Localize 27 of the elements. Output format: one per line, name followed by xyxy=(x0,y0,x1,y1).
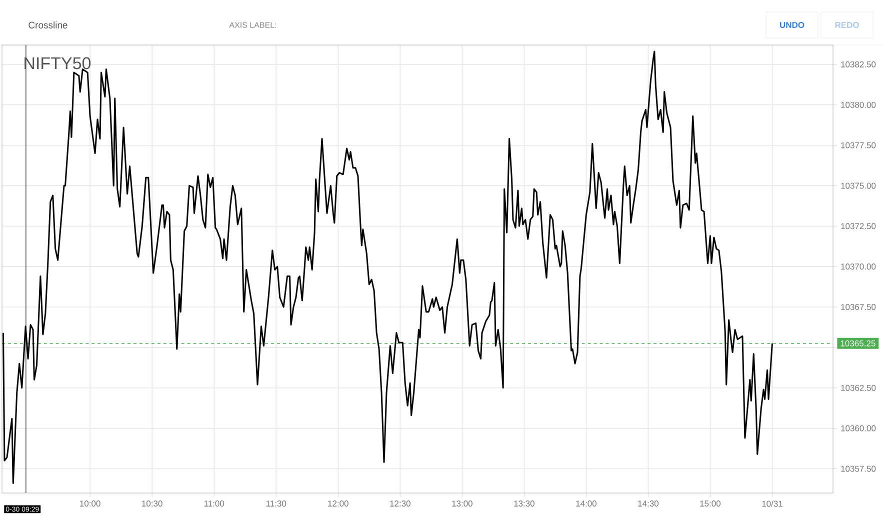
y-tick-label: 10375.00 xyxy=(841,182,876,189)
x-tick-label: 15:00 xyxy=(700,500,721,507)
text: REDO xyxy=(835,22,859,28)
y-tick-label: 10382.50 xyxy=(841,61,876,68)
x-tick-label: 14:00 xyxy=(576,500,596,507)
y-tick-label: 10357.50 xyxy=(841,466,876,472)
y-tick-label: 10380.00 xyxy=(841,102,876,108)
x-tick-label: 14:30 xyxy=(638,500,658,507)
x-tick-label: 11:30 xyxy=(266,500,286,507)
x-tick-label: 13:30 xyxy=(514,500,534,507)
x-tick-label: 11:00 xyxy=(204,500,224,507)
x-tick-label: 13:00 xyxy=(452,500,472,507)
text: Crossline xyxy=(28,22,68,28)
text: AXIS LABEL: xyxy=(229,22,276,28)
x-tick-label: 10:00 xyxy=(80,500,100,507)
x-tick-label: 10/31 xyxy=(762,500,782,507)
x-tick-label: 12:30 xyxy=(390,500,410,507)
y-tick-label: 10360.00 xyxy=(841,425,876,432)
y-tick-label: 10377.50 xyxy=(841,142,876,148)
x-tick-label: 12:00 xyxy=(328,500,348,507)
text: UNDO xyxy=(780,22,804,28)
ref-line-label: 10365.25 xyxy=(840,340,876,346)
y-tick-label: 10372.50 xyxy=(841,223,876,230)
y-tick-label: 10362.50 xyxy=(841,384,876,391)
x-tick-label: 10:30 xyxy=(142,500,162,507)
y-tick-label: 10370.00 xyxy=(841,264,876,270)
y-tick-label: 10367.50 xyxy=(841,304,876,310)
